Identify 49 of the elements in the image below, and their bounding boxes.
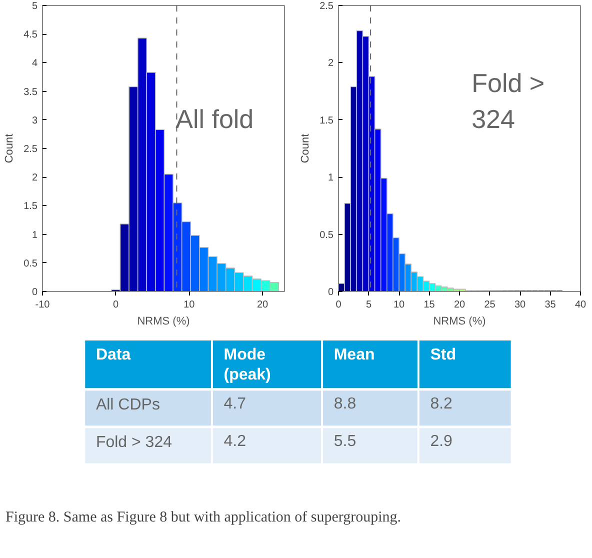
y-tick-label: 3.5 bbox=[24, 86, 38, 98]
x-tick-label: 25 bbox=[484, 300, 496, 310]
text: 4.2 bbox=[224, 433, 246, 450]
text: Mean bbox=[334, 346, 375, 364]
x-tick-label: 10 bbox=[184, 300, 196, 310]
y-tick-label: 2.5 bbox=[320, 1, 334, 12]
x-tick-label: 0 bbox=[336, 300, 342, 310]
text: 4.7 bbox=[224, 395, 246, 412]
text: 8.2 bbox=[430, 395, 453, 412]
text: Data bbox=[96, 346, 131, 364]
x-tick-label: 20 bbox=[256, 300, 268, 310]
text: Std bbox=[430, 346, 456, 364]
y-tick-label: 5 bbox=[32, 1, 38, 12]
text: 8.8 bbox=[334, 395, 356, 412]
y-tick-label: 2 bbox=[32, 172, 38, 184]
y-tick-label: 0 bbox=[328, 287, 334, 298]
x-tick-label: 5 bbox=[366, 300, 372, 310]
x-tick-label: 15 bbox=[424, 300, 436, 310]
annotation: All fold bbox=[176, 104, 254, 134]
y-tick-label: 0.5 bbox=[24, 258, 38, 270]
text: Fold > 324 bbox=[96, 434, 172, 452]
y-tick-label: 1.5 bbox=[320, 115, 334, 126]
text: 2.9 bbox=[430, 433, 453, 450]
y-axis-title: Count bbox=[300, 134, 312, 164]
x-tick-label: 35 bbox=[544, 300, 556, 310]
x-axis-title: NRMS (%) bbox=[433, 316, 486, 328]
y-tick-label: 4.5 bbox=[24, 30, 38, 41]
y-tick-label: 1 bbox=[32, 230, 38, 241]
y-tick-label: 0.5 bbox=[320, 230, 334, 241]
x-tick-label: 10 bbox=[393, 300, 405, 310]
text: Mode (peak) bbox=[224, 346, 271, 384]
y-axis-title: Count bbox=[4, 134, 16, 164]
y-tick-label: 2.5 bbox=[24, 144, 38, 155]
x-tick-label: 40 bbox=[574, 300, 586, 310]
x-axis-title: NRMS (%) bbox=[137, 316, 190, 328]
x-tick-label: 20 bbox=[454, 300, 466, 310]
x-tick-label: 0 bbox=[113, 300, 120, 310]
y-tick-label: 2 bbox=[328, 58, 334, 70]
x-tick-label: -10 bbox=[35, 300, 50, 310]
y-tick-label: 1 bbox=[328, 172, 334, 184]
text: Figure 8. Same as Figure 8 but with application of supergrouping. bbox=[6, 510, 402, 526]
text: All CDPs bbox=[96, 396, 160, 414]
y-tick-label: 4 bbox=[32, 58, 38, 70]
y-tick-label: 0 bbox=[32, 287, 38, 298]
y-tick-label: 3 bbox=[32, 115, 38, 126]
x-tick-label: 30 bbox=[514, 300, 526, 310]
y-tick-label: 1.5 bbox=[24, 201, 38, 212]
text: 5.5 bbox=[334, 433, 356, 450]
annotation: Fold > 324 bbox=[472, 68, 545, 134]
